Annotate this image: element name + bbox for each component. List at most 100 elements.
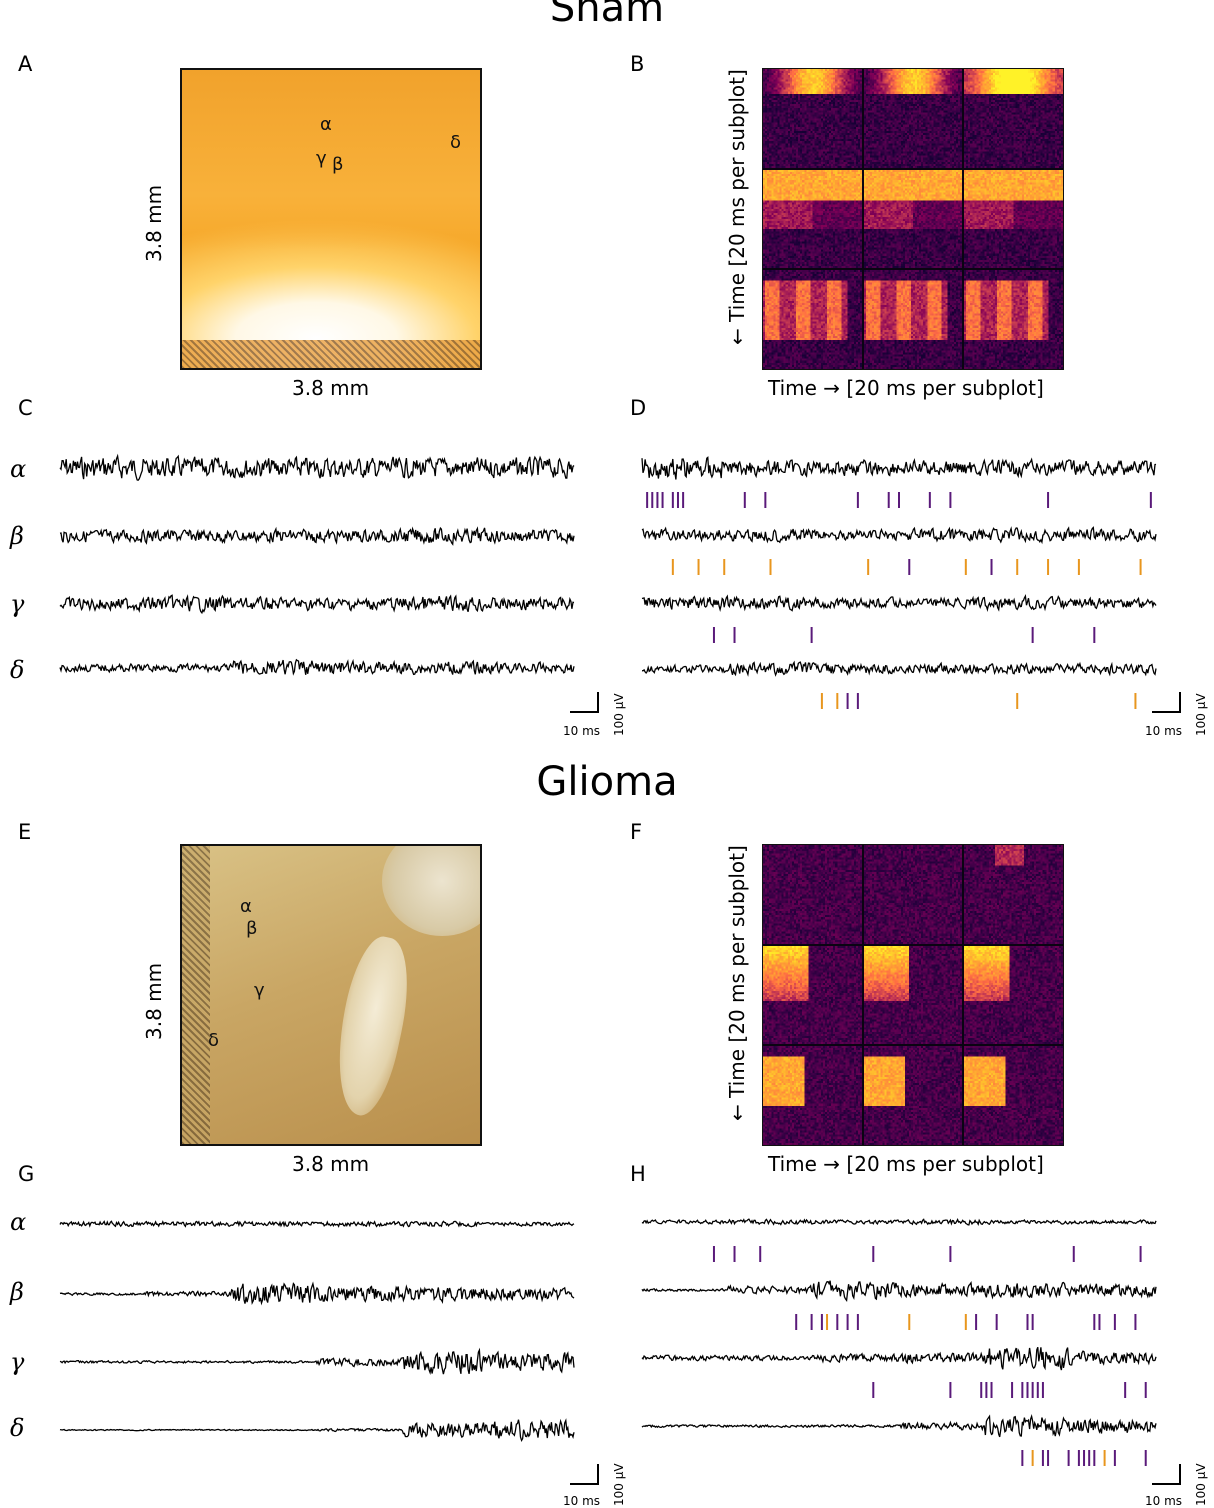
glioma-heatmap-y-label: ← Time [20 ms per subplot]: [725, 845, 749, 1121]
glioma-photo-beta: β: [246, 918, 258, 939]
panel-label-a: A: [18, 52, 33, 76]
panel-label-h: H: [630, 1162, 646, 1186]
sham-photo-shade: [182, 70, 480, 249]
heatmap-image: [863, 270, 963, 369]
heatmap-image: [964, 945, 1063, 1045]
heatmap-subplot: [763, 270, 862, 369]
heatmap-subplot: [964, 69, 1063, 168]
glioma-photo-blob: [382, 846, 480, 936]
glioma-slice-photo: α β γ δ: [180, 844, 482, 1146]
scalebar-d-time: 10 ms: [1145, 724, 1183, 738]
trace-g-alpha: [59, 1220, 575, 1228]
scalebar-c: [570, 692, 599, 713]
heatmap-image: [763, 270, 862, 369]
glioma-photo-tumor: [323, 931, 421, 1121]
scalebar-h-time: 10 ms: [1145, 1494, 1183, 1508]
heatmap-subplot: [763, 945, 862, 1045]
glioma-photo-gamma: γ: [254, 980, 265, 1001]
sham-slice-photo: α β γ δ: [180, 68, 482, 370]
heatmap-subplot: [964, 845, 1063, 944]
heatmap-image: [964, 169, 1063, 269]
scalebar-c-time: 10 ms: [563, 724, 601, 738]
trace-h-delta: [641, 1413, 1157, 1438]
scalebar-d: [1152, 692, 1181, 713]
channel-label-c-alpha: α: [10, 455, 27, 483]
heatmap-subplot: [763, 1046, 862, 1145]
sham-photo-width-label: 3.8 mm: [292, 376, 370, 400]
heatmap-subplot: [763, 169, 862, 269]
heatmap-subplot: [964, 270, 1063, 369]
heatmap-subplot: [763, 69, 862, 168]
glioma-photo-delta: δ: [208, 1030, 220, 1051]
heatmap-image: [964, 270, 1063, 369]
channel-label-g-beta: β: [10, 1278, 24, 1306]
sham-photo-gamma: γ: [316, 148, 327, 169]
trace-h-alpha: [641, 1218, 1157, 1226]
panel-label-c: C: [18, 396, 33, 420]
trace-d-delta: [641, 660, 1157, 677]
sham-heatmap-x-label: Time → [20 ms per subplot]: [768, 376, 1044, 400]
heatmap-image: [763, 1046, 862, 1145]
channel-label-g-gamma: γ: [10, 1348, 25, 1376]
sham-photo-beta: β: [332, 154, 344, 175]
glioma-heatmap-x-label: Time → [20 ms per subplot]: [768, 1152, 1044, 1176]
heatmap-image: [763, 69, 862, 168]
sham-photo-alpha: α: [320, 114, 332, 135]
channel-label-g-delta: δ: [10, 1414, 25, 1442]
scalebar-g-voltage: 100 µV: [612, 1463, 626, 1506]
heatmap-image: [863, 69, 963, 168]
heatmap-subplot: [863, 69, 963, 168]
heatmap-image: [763, 845, 862, 944]
trace-g-delta: [59, 1418, 575, 1442]
heatmap-subplot: [964, 1046, 1063, 1145]
channel-label-c-gamma: γ: [10, 590, 25, 618]
trace-d-beta: [641, 526, 1157, 545]
heatmap-image: [964, 69, 1063, 168]
panel-label-d: D: [630, 396, 647, 420]
scalebar-h-voltage: 100 µV: [1194, 1463, 1208, 1506]
channel-label-g-alpha: α: [10, 1208, 27, 1236]
heatmap-image: [763, 945, 862, 1045]
scalebar-g-time: 10 ms: [563, 1494, 601, 1508]
heatmap-image: [964, 845, 1063, 944]
glioma-heatmap-grid: [762, 844, 1064, 1146]
trace-c-delta: [59, 658, 575, 676]
trace-g-beta: [59, 1281, 575, 1306]
channel-label-c-beta: β: [10, 522, 24, 550]
heatmap-subplot: [863, 1046, 963, 1145]
sham-photo-delta: δ: [450, 132, 462, 153]
trace-d-gamma: [641, 594, 1157, 612]
trace-c-gamma: [59, 594, 575, 615]
heatmap-subplot: [863, 270, 963, 369]
heatmap-image: [964, 1046, 1063, 1145]
channel-label-c-delta: δ: [10, 656, 25, 684]
heatmap-subplot: [964, 945, 1063, 1045]
trace-h-gamma: [641, 1346, 1157, 1371]
panel-label-e: E: [18, 820, 32, 844]
heatmap-image: [863, 169, 963, 269]
heatmap-image: [863, 1046, 963, 1145]
heatmap-image: [863, 945, 963, 1045]
trace-g-gamma: [59, 1347, 575, 1376]
sham-heatmap-grid: [762, 68, 1064, 370]
scalebar-c-voltage: 100 µV: [612, 693, 626, 736]
heatmap-subplot: [863, 845, 963, 944]
sham-title: Sham: [549, 0, 665, 31]
trace-h-beta: [641, 1280, 1157, 1302]
heatmap-image: [863, 845, 963, 944]
heatmap-subplot: [863, 945, 963, 1045]
trace-c-alpha: [59, 453, 575, 481]
heatmap-image: [763, 169, 862, 269]
scalebar-h: [1152, 1464, 1181, 1485]
panel-label-g: G: [18, 1162, 35, 1186]
glioma-title: Glioma: [536, 759, 678, 805]
heatmap-subplot: [964, 169, 1063, 269]
scalebar-g: [570, 1464, 599, 1485]
glioma-photo-alpha: α: [240, 896, 252, 917]
scalebar-d-voltage: 100 µV: [1194, 693, 1208, 736]
trace-d-alpha: [641, 456, 1157, 480]
sham-photo-mesh: [182, 340, 480, 368]
glioma-photo-mesh: [182, 846, 210, 1144]
glioma-photo-width-label: 3.8 mm: [292, 1152, 370, 1176]
